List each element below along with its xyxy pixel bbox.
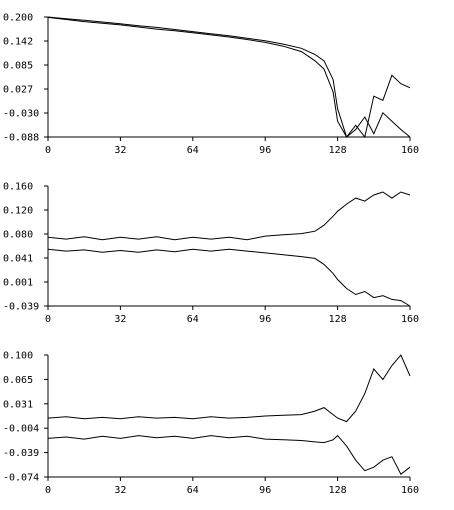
- y-tick-label: 0.001: [3, 278, 33, 289]
- series-line-2: [47, 16, 411, 138]
- y-tick-label: -0.004: [3, 424, 39, 435]
- x-tick-label: 96: [259, 314, 271, 325]
- x-tick-label: 160: [401, 485, 419, 496]
- x-tick-label: 32: [114, 485, 126, 496]
- y-tick-label: 0.065: [3, 375, 33, 386]
- x-tick-label: 32: [114, 145, 126, 156]
- x-tick-label: 96: [259, 485, 271, 496]
- y-tick-label: -0.039: [3, 448, 39, 459]
- y-tick-label: 0.100: [3, 351, 33, 362]
- series-line-2: [47, 248, 411, 307]
- x-tick-label: 0: [45, 145, 51, 156]
- series-line-2: [47, 434, 411, 475]
- x-tick-label: 160: [401, 145, 419, 156]
- x-tick-label: 64: [187, 314, 199, 325]
- y-tick-label: 0.085: [3, 61, 33, 72]
- x-tick-label: 32: [114, 314, 126, 325]
- y-tick-label: -0.088: [3, 133, 39, 144]
- x-tick-label: 64: [187, 145, 199, 156]
- x-tick-label: 128: [329, 485, 347, 496]
- series-line-1: [47, 191, 411, 241]
- y-tick-label: 0.160: [3, 182, 33, 193]
- y-tick-label: 0.041: [3, 254, 33, 265]
- y-tick-label: -0.039: [3, 302, 39, 313]
- series-line-1: [47, 354, 411, 423]
- y-tick-label: 0.027: [3, 85, 33, 96]
- x-tick-label: 64: [187, 485, 199, 496]
- y-tick-label: 0.031: [3, 399, 33, 410]
- x-tick-label: 128: [329, 145, 347, 156]
- chart-panel-3: 0.100 0.065 0.031 -0.004 -0.039 -0.074 0 32 64 96…: [3, 351, 419, 497]
- y-tick-label: 0.200: [3, 13, 33, 24]
- y-tick-label: 0.142: [3, 37, 33, 48]
- y-tick-label: -0.074: [3, 473, 39, 484]
- x-tick-label: 160: [401, 314, 419, 325]
- series-line-1: [47, 16, 411, 139]
- x-tick-label: 0: [45, 485, 51, 496]
- x-tick-label: 128: [329, 314, 347, 325]
- y-tick-label: 0.080: [3, 230, 33, 241]
- x-tick-label: 0: [45, 314, 51, 325]
- y-tick-label: -0.030: [3, 109, 39, 120]
- y-tick-label: 0.120: [3, 206, 33, 217]
- chart-panel-2: 0.160 0.120 0.080 0.041 0.001 -0.039 0 32 64 96 12…: [3, 182, 419, 326]
- x-tick-label: 96: [259, 145, 271, 156]
- chart-panel-1: 0.200 0.142 0.085 0.027 -0.030 -0.088 0 32 64 96 1…: [3, 13, 419, 157]
